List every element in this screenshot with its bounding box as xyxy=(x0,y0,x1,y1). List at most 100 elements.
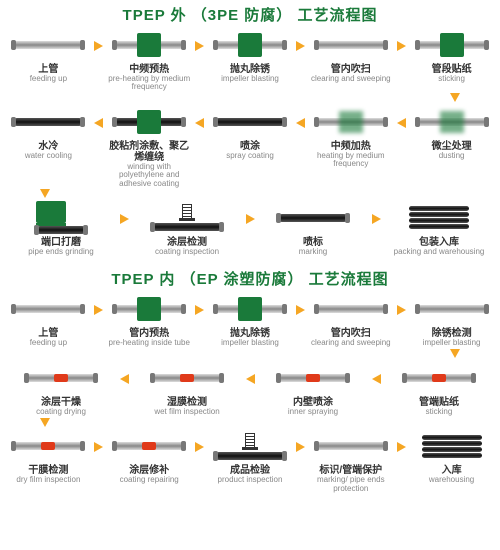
step-icon xyxy=(206,27,295,63)
row-connector xyxy=(0,92,500,104)
flow-arrow-icon xyxy=(120,374,129,384)
step-label-en: pipe ends grinding xyxy=(4,248,118,256)
flow-arrow-icon xyxy=(94,41,103,51)
step-label-en: product inspection xyxy=(206,476,295,484)
process-step: 端口打磨pipe ends grinding xyxy=(4,200,118,256)
section-title: TPEP 外 （3PE 防腐） 工艺流程图 xyxy=(0,0,500,27)
step-label-en: feeding up xyxy=(4,75,93,83)
process-step: 管端贴纸sticking xyxy=(382,360,496,416)
step-label-en: dry film inspection xyxy=(4,476,93,484)
flow-arrow-icon xyxy=(40,189,50,198)
process-step: 中频预热pre-heating by medium frequency xyxy=(105,27,194,92)
step-label-en: feeding up xyxy=(4,339,93,347)
flow-arrow-icon xyxy=(397,118,406,128)
process-step: 管内吹扫clearing and sweeping xyxy=(306,291,395,347)
step-label-en: dusting xyxy=(407,152,496,160)
step-icon xyxy=(206,291,295,327)
step-label-en: marking xyxy=(256,248,370,256)
flow-arrow-icon xyxy=(40,418,50,427)
step-icon xyxy=(105,291,194,327)
flow-arrow-icon xyxy=(397,305,406,315)
process-step: 微尘处理dusting xyxy=(407,104,496,160)
flow-arrow-icon xyxy=(397,442,406,452)
process-step: 管内预热pre-heating inside tube xyxy=(105,291,194,347)
step-icon xyxy=(206,104,295,140)
step-label-en: pre-heating inside tube xyxy=(105,339,194,347)
flow-arrow-icon xyxy=(450,349,460,358)
step-icon xyxy=(306,291,395,327)
flow-arrow-icon xyxy=(372,214,381,224)
step-icon xyxy=(4,27,93,63)
step-label-en: winding with polyethylene and adhesive c… xyxy=(105,163,194,188)
process-step: 内壁喷涂inner spraying xyxy=(256,360,370,416)
step-label-en: coating drying xyxy=(4,408,118,416)
step-label-en: water cooling xyxy=(4,152,93,160)
flow-arrow-icon xyxy=(94,442,103,452)
process-row: 涂层干燥coating drying湿膜检测wet film inspectio… xyxy=(0,360,500,416)
step-icon xyxy=(130,200,244,236)
flow-arrow-icon xyxy=(246,374,255,384)
section-title: TPEP 内 （EP 涂塑防腐） 工艺流程图 xyxy=(0,264,500,291)
process-step: 抛丸除锈impeller blasting xyxy=(206,27,295,83)
flow-arrow-icon xyxy=(195,41,204,51)
process-step: 上管feeding up xyxy=(4,291,93,347)
step-icon xyxy=(105,27,194,63)
section1: TPEP 外 （3PE 防腐） 工艺流程图上管feeding up中频预热pre… xyxy=(0,0,500,256)
flow-arrow-icon xyxy=(450,93,460,102)
process-step: 涂层修补coating repairing xyxy=(105,428,194,484)
flow-arrow-icon xyxy=(120,214,129,224)
step-icon xyxy=(130,360,244,396)
flow-arrow-icon xyxy=(296,41,305,51)
step-icon xyxy=(382,360,496,396)
flow-arrow-icon xyxy=(296,442,305,452)
step-icon xyxy=(306,27,395,63)
process-step: 包装入库packing and warehousing xyxy=(382,200,496,256)
step-label-en: spray coating xyxy=(206,152,295,160)
process-step: 标识/管端保护marking/ pipe ends protection xyxy=(306,428,395,493)
step-label-cn: 胶粘剂涂敷、聚乙烯缠绕 xyxy=(105,141,194,163)
step-icon xyxy=(4,200,118,236)
step-icon xyxy=(206,428,295,464)
step-label-en: impeller blasting xyxy=(206,75,295,83)
step-icon xyxy=(407,104,496,140)
process-step: 中频加热heating by medium frequency xyxy=(306,104,395,169)
step-label-en: wet film inspection xyxy=(130,408,244,416)
step-icon xyxy=(306,428,395,464)
process-row: 上管feeding up管内预热pre-heating inside tube抛… xyxy=(0,291,500,347)
process-step: 水冷water cooling xyxy=(4,104,93,160)
process-step: 喷涂spray coating xyxy=(206,104,295,160)
flow-arrow-icon xyxy=(195,118,204,128)
process-step: 上管feeding up xyxy=(4,27,93,83)
flow-arrow-icon xyxy=(372,374,381,384)
process-step: 涂层检测coating inspection xyxy=(130,200,244,256)
process-step: 管段贴纸sticking xyxy=(407,27,496,83)
step-label-en: sticking xyxy=(407,75,496,83)
step-icon xyxy=(407,428,496,464)
process-row: 端口打磨pipe ends grinding涂层检测coating inspec… xyxy=(0,200,500,256)
process-row: 上管feeding up中频预热pre-heating by medium fr… xyxy=(0,27,500,92)
process-step: 管内吹扫clearing and sweeping xyxy=(306,27,395,83)
step-label-en: sticking xyxy=(382,408,496,416)
step-label-en: marking/ pipe ends protection xyxy=(306,476,395,493)
step-icon xyxy=(4,291,93,327)
flow-arrow-icon xyxy=(195,305,204,315)
flow-arrow-icon xyxy=(246,214,255,224)
step-icon xyxy=(105,104,194,140)
process-step: 胶粘剂涂敷、聚乙烯缠绕winding with polyethylene and… xyxy=(105,104,194,188)
step-icon xyxy=(407,291,496,327)
step-label-en: coating inspection xyxy=(130,248,244,256)
step-icon xyxy=(256,360,370,396)
flow-arrow-icon xyxy=(94,305,103,315)
step-label-en: heating by medium frequency xyxy=(306,152,395,169)
step-label-en: clearing and sweeping xyxy=(306,75,395,83)
step-label-en: impeller blasting xyxy=(206,339,295,347)
step-icon xyxy=(256,200,370,236)
step-label-en: coating repairing xyxy=(105,476,194,484)
process-row: 水冷water cooling胶粘剂涂敷、聚乙烯缠绕winding with p… xyxy=(0,104,500,188)
step-label-en: clearing and sweeping xyxy=(306,339,395,347)
process-step: 成品检验product inspection xyxy=(206,428,295,484)
flow-arrow-icon xyxy=(296,118,305,128)
step-icon xyxy=(4,104,93,140)
step-icon xyxy=(306,104,395,140)
row-connector xyxy=(0,348,500,360)
